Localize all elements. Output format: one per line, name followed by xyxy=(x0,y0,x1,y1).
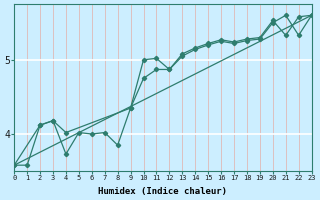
X-axis label: Humidex (Indice chaleur): Humidex (Indice chaleur) xyxy=(98,187,228,196)
